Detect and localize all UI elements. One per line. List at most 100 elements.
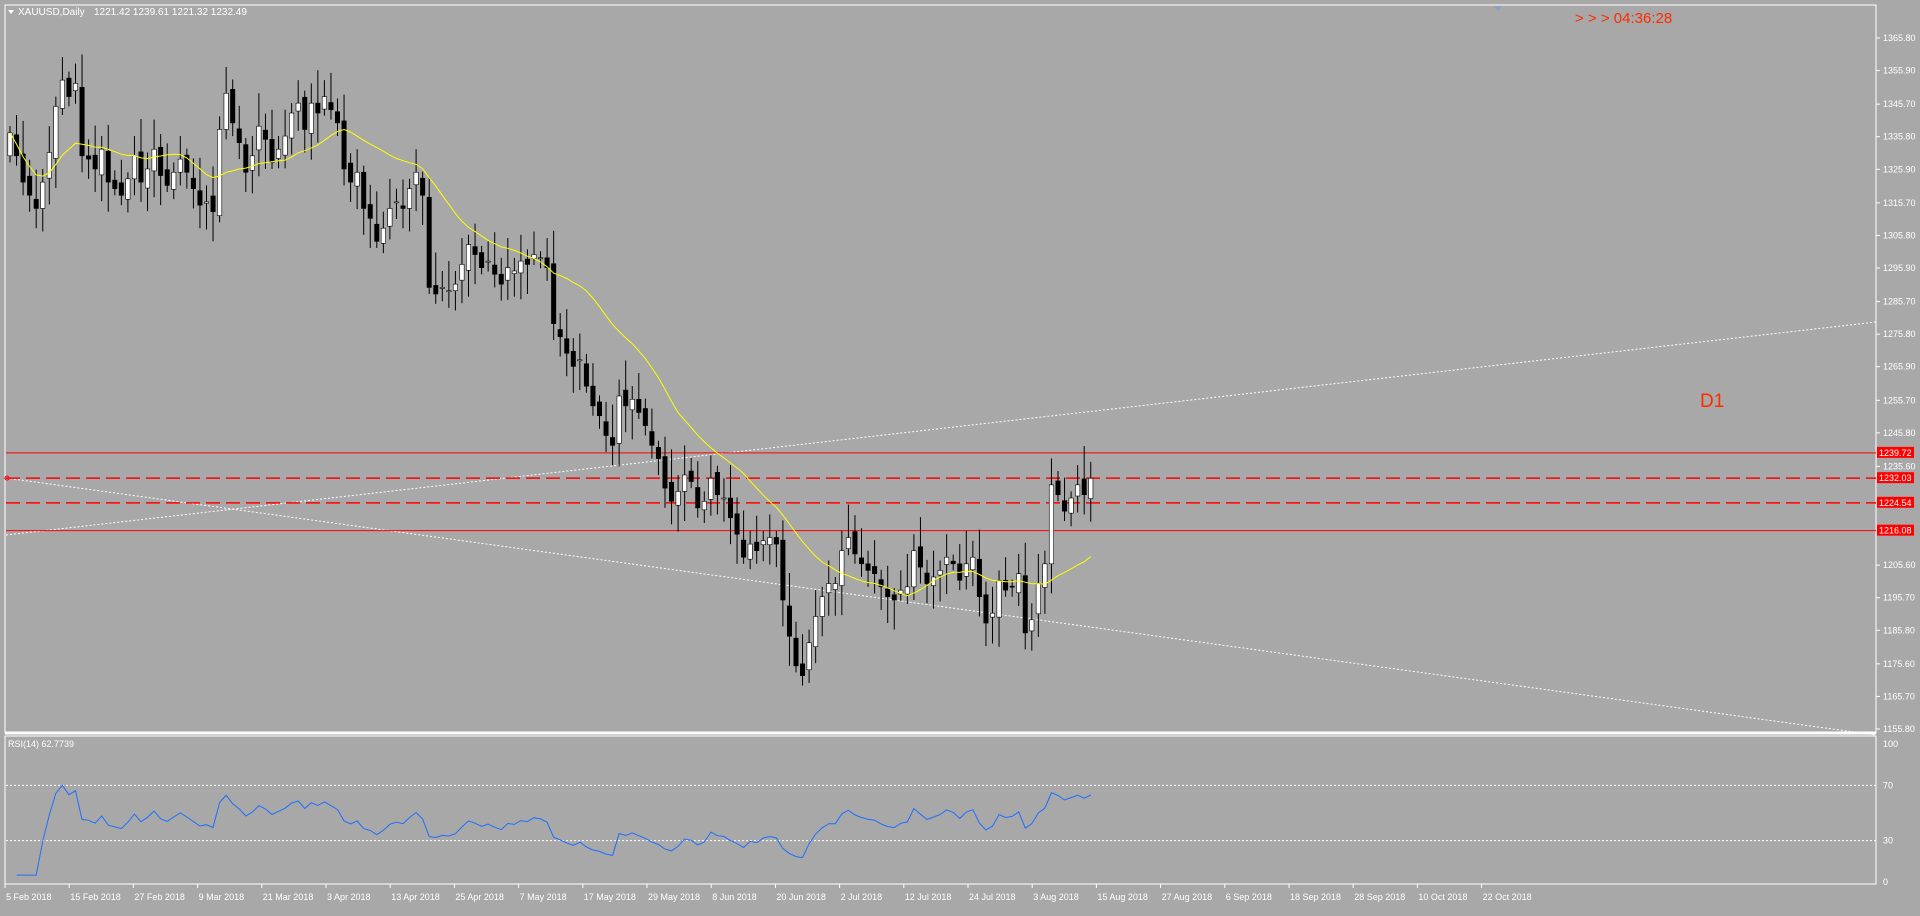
bullish-candle[interactable] — [459, 264, 465, 281]
bullish-candle[interactable] — [1035, 583, 1041, 615]
bearish-candle[interactable] — [800, 663, 806, 676]
bearish-candle[interactable] — [754, 541, 760, 551]
horizontal-levels[interactable]: 1239.72 1232.03 1224.54 1216.08 — [4, 446, 1914, 536]
bullish-candle[interactable] — [452, 283, 458, 292]
bullish-candle[interactable] — [616, 395, 622, 444]
bearish-candle[interactable] — [727, 497, 733, 519]
bearish-candle[interactable] — [472, 246, 478, 255]
bullish-candle[interactable] — [1048, 484, 1054, 565]
chart-shift-marker-icon[interactable] — [1494, 6, 1502, 11]
bearish-candle[interactable] — [583, 363, 589, 387]
bullish-candle[interactable] — [989, 612, 995, 618]
bearish-candle[interactable] — [1062, 500, 1068, 512]
bullish-candle[interactable] — [505, 267, 511, 281]
rising-trendline[interactable] — [5, 321, 1877, 536]
bullish-candle[interactable] — [7, 132, 13, 157]
bullish-candle[interactable] — [629, 398, 635, 411]
bearish-candle[interactable] — [433, 285, 439, 295]
bullish-candle[interactable] — [204, 201, 210, 204]
bearish-candle[interactable] — [269, 139, 275, 163]
bearish-candle[interactable] — [367, 204, 373, 219]
bullish-candle[interactable] — [53, 106, 59, 159]
bullish-candle[interactable] — [813, 616, 819, 648]
bearish-candle[interactable] — [112, 179, 118, 190]
bullish-candle[interactable] — [46, 152, 52, 179]
bearish-candle[interactable] — [688, 470, 694, 482]
bullish-candle[interactable] — [387, 208, 393, 227]
bullish-candle[interactable] — [963, 563, 969, 577]
bullish-candle[interactable] — [839, 550, 845, 586]
bullish-candle[interactable] — [439, 287, 445, 289]
bullish-candle[interactable] — [99, 148, 105, 176]
bearish-candle[interactable] — [138, 151, 144, 183]
bearish-candle[interactable] — [348, 162, 354, 183]
falling-trendline[interactable] — [5, 477, 1877, 736]
bearish-candle[interactable] — [27, 175, 33, 196]
bearish-candle[interactable] — [590, 385, 596, 407]
bearish-candle[interactable] — [773, 537, 779, 545]
bearish-candle[interactable] — [105, 150, 111, 183]
bearish-candle[interactable] — [66, 77, 72, 97]
bearish-candle[interactable] — [891, 594, 897, 601]
bearish-candle[interactable] — [210, 195, 216, 213]
bearish-candle[interactable] — [492, 264, 498, 275]
bearish-candle[interactable] — [695, 487, 701, 509]
bearish-candle[interactable] — [865, 563, 871, 571]
bearish-candle[interactable] — [1003, 579, 1009, 591]
bullish-candle[interactable] — [393, 201, 399, 204]
bearish-candle[interactable] — [158, 146, 164, 176]
bearish-candle[interactable] — [33, 198, 39, 209]
bearish-candle[interactable] — [426, 196, 432, 288]
bearish-candle[interactable] — [780, 539, 786, 601]
bearish-candle[interactable] — [1081, 478, 1087, 496]
bearish-candle[interactable] — [79, 87, 85, 157]
bearish-candle[interactable] — [570, 350, 576, 367]
bullish-candle[interactable] — [721, 497, 727, 500]
bullish-candle[interactable] — [485, 260, 491, 263]
bullish-candle[interactable] — [826, 583, 832, 594]
bullish-candle[interactable] — [295, 102, 301, 112]
bullish-candle[interactable] — [937, 570, 943, 576]
bearish-candle[interactable] — [734, 513, 740, 535]
bearish-candle[interactable] — [917, 546, 923, 568]
bearish-candle[interactable] — [328, 102, 334, 111]
bearish-candle[interactable] — [243, 144, 249, 173]
bullish-candle[interactable] — [380, 227, 386, 244]
bearish-candle[interactable] — [479, 252, 485, 268]
bullish-candle[interactable] — [911, 550, 917, 588]
bullish-candle[interactable] — [1016, 573, 1022, 594]
bullish-candle[interactable] — [177, 158, 183, 173]
bullish-candle[interactable] — [511, 270, 517, 274]
bullish-candle[interactable] — [518, 260, 524, 274]
trendlines[interactable] — [5, 321, 1877, 736]
bearish-candle[interactable] — [649, 431, 655, 446]
bearish-candle[interactable] — [400, 205, 406, 209]
bearish-candle[interactable] — [118, 182, 124, 196]
bearish-candle[interactable] — [669, 481, 675, 502]
bullish-candle[interactable] — [845, 537, 851, 549]
bullish-candle[interactable] — [701, 500, 707, 511]
bearish-candle[interactable] — [341, 120, 347, 170]
bullish-candle[interactable] — [217, 129, 223, 216]
bullish-candle[interactable] — [289, 112, 295, 139]
bullish-candle[interactable] — [806, 642, 812, 671]
bearish-candle[interactable] — [786, 605, 792, 637]
bullish-candle[interactable] — [256, 125, 262, 151]
bearish-candle[interactable] — [524, 258, 530, 265]
bullish-candle[interactable] — [931, 576, 937, 586]
bullish-candle[interactable] — [970, 556, 976, 571]
bullish-candle[interactable] — [151, 148, 157, 172]
bullish-candle[interactable] — [171, 171, 177, 190]
bullish-candle[interactable] — [308, 102, 314, 134]
bearish-candle[interactable] — [334, 111, 340, 124]
bearish-candle[interactable] — [230, 89, 236, 124]
bullish-candle[interactable] — [1088, 477, 1094, 499]
bearish-candle[interactable] — [852, 531, 858, 555]
bearish-candle[interactable] — [662, 456, 668, 489]
bearish-candle[interactable] — [1055, 480, 1061, 496]
bearish-candle[interactable] — [655, 447, 661, 459]
bullish-candle[interactable] — [675, 491, 681, 506]
bearish-candle[interactable] — [623, 389, 629, 407]
bullish-candle[interactable] — [465, 244, 471, 271]
